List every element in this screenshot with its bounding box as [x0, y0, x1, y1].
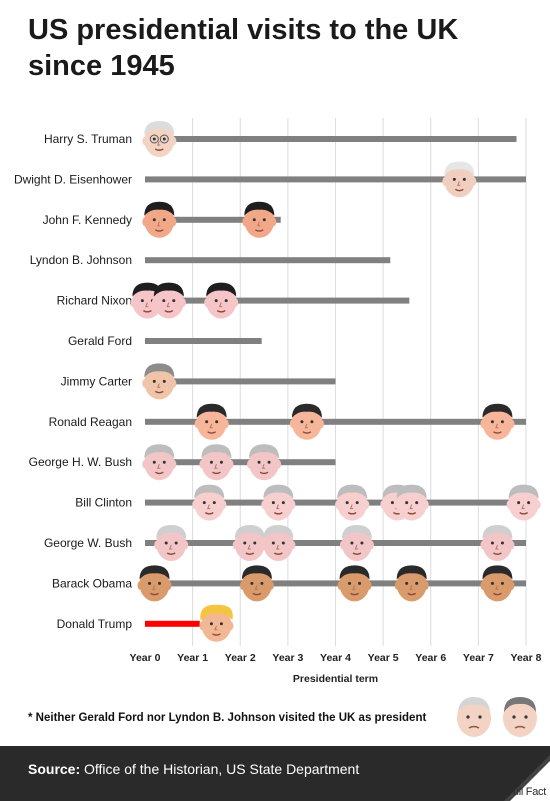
visit-marker-bill-clinton-5	[394, 484, 429, 521]
visit-marker-donald-trump-1	[199, 604, 234, 642]
gerald-ford-face-icon	[457, 697, 491, 737]
term-bar-george-w-bush	[145, 540, 526, 546]
term-bar-gerald-ford	[145, 338, 262, 344]
term-bar-harry-s-truman	[145, 136, 517, 142]
chart-title-line-1: US presidential visits to the UK	[28, 14, 459, 46]
x-tick-label-8: Year 8	[511, 652, 542, 664]
x-tick-label-6: Year 6	[415, 652, 446, 664]
visit-marker-harry-s-truman-1	[142, 121, 177, 157]
visit-marker-barack-obama-3	[337, 565, 372, 602]
chart-title: US presidential visits to the UK since 1…	[28, 12, 528, 84]
visit-marker-george-h-w-bush-3	[247, 444, 282, 481]
term-bar-dwight-d-eisenhower	[145, 176, 526, 183]
term-bar-barack-obama	[145, 580, 526, 587]
visit-marker-george-w-bush-1	[154, 525, 189, 561]
visit-marker-george-w-bush-4	[339, 525, 374, 561]
term-bar-ronald-reagan	[145, 418, 526, 425]
footnote: * Neither Gerald Ford nor Lyndon B. John…	[28, 712, 427, 724]
visit-marker-bill-clinton-6	[506, 484, 541, 521]
visit-marker-barack-obama-4	[394, 565, 429, 602]
x-tick-label-3: Year 3	[272, 652, 303, 664]
x-tick-label-7: Year 7	[463, 652, 494, 664]
term-bar-donald-trump	[145, 620, 200, 627]
visit-marker-george-w-bush-3	[261, 525, 296, 561]
source-label: Source:	[28, 761, 81, 777]
visit-marker-dwight-d-eisenhower-1	[442, 161, 477, 198]
visit-marker-john-f-kennedy-2	[242, 201, 277, 238]
full-fact-logo-icon	[504, 755, 550, 801]
source-text: Office of the Historian, US State Depart…	[84, 761, 360, 777]
row-label-john-f-kennedy: John F. Kennedy	[43, 213, 132, 227]
footer: Source: Office of the Historian, US Stat…	[0, 746, 550, 801]
term-bar-lyndon-b-johnson	[145, 257, 391, 264]
visit-marker-richard-nixon-3	[204, 282, 239, 319]
row-label-bill-clinton: Bill Clinton	[75, 496, 132, 510]
visit-marker-george-h-w-bush-2	[199, 444, 234, 481]
visit-marker-george-w-bush-5	[480, 525, 515, 561]
row-label-ronald-reagan: Ronald Reagan	[49, 415, 132, 429]
lyndon-johnson-face-icon	[503, 697, 537, 737]
chart-title-line-2: since 1945	[28, 50, 175, 82]
visit-marker-ronald-reagan-1	[194, 403, 229, 440]
row-label-richard-nixon: Richard Nixon	[57, 294, 132, 308]
logo-text: Full Fact	[506, 786, 547, 798]
visit-marker-ronald-reagan-2	[289, 403, 324, 440]
row-label-dwight-d-eisenhower: Dwight D. Eisenhower	[14, 172, 132, 186]
row-label-george-h-w-bush: George H. W. Bush	[29, 455, 132, 469]
visit-marker-ronald-reagan-3	[480, 403, 515, 440]
visit-marker-george-h-w-bush-1	[142, 444, 177, 481]
x-axis-label: Presidential term	[293, 673, 378, 685]
unvisited-presidents-faces	[457, 697, 537, 737]
row-label-barack-obama: Barack Obama	[52, 576, 132, 590]
row-label-harry-s-truman: Harry S. Truman	[44, 132, 132, 146]
visit-marker-richard-nixon-2	[151, 282, 186, 319]
visit-marker-barack-obama-2	[239, 565, 274, 602]
visit-marker-bill-clinton-3	[335, 484, 370, 521]
row-label-jimmy-carter: Jimmy Carter	[61, 374, 132, 388]
visit-marker-john-f-kennedy-1	[142, 201, 177, 238]
term-bar-george-h-w-bush	[145, 459, 336, 466]
term-bar-john-f-kennedy	[145, 216, 281, 223]
x-tick-label-5: Year 5	[368, 652, 399, 664]
timeline-chart: Year 0 Year 1 Year 2 Year 3 Year 4 Year 5 Year…	[14, 118, 542, 685]
row-label-gerald-ford: Gerald Ford	[68, 334, 132, 348]
visit-marker-barack-obama-5	[480, 565, 515, 602]
visit-marker-bill-clinton-1	[192, 484, 227, 521]
source-note: Source: Office of the Historian, US Stat…	[28, 761, 359, 777]
visit-marker-barack-obama-1	[137, 565, 172, 602]
row-label-donald-trump: Donald Trump	[57, 617, 133, 631]
term-bar-richard-nixon	[145, 297, 410, 304]
row-label-george-w-bush: George W. Bush	[44, 536, 132, 550]
row-label-lyndon-b-johnson: Lyndon B. Johnson	[30, 253, 132, 267]
x-tick-label-4: Year 4	[320, 652, 351, 664]
visit-marker-bill-clinton-2	[261, 484, 296, 521]
x-tick-label-2: Year 2	[225, 652, 256, 664]
x-tick-label-1: Year 1	[177, 652, 208, 664]
x-tick-label-0: Year 0	[130, 652, 161, 664]
term-bar-jimmy-carter	[145, 378, 336, 385]
visit-marker-jimmy-carter-1	[142, 363, 177, 400]
